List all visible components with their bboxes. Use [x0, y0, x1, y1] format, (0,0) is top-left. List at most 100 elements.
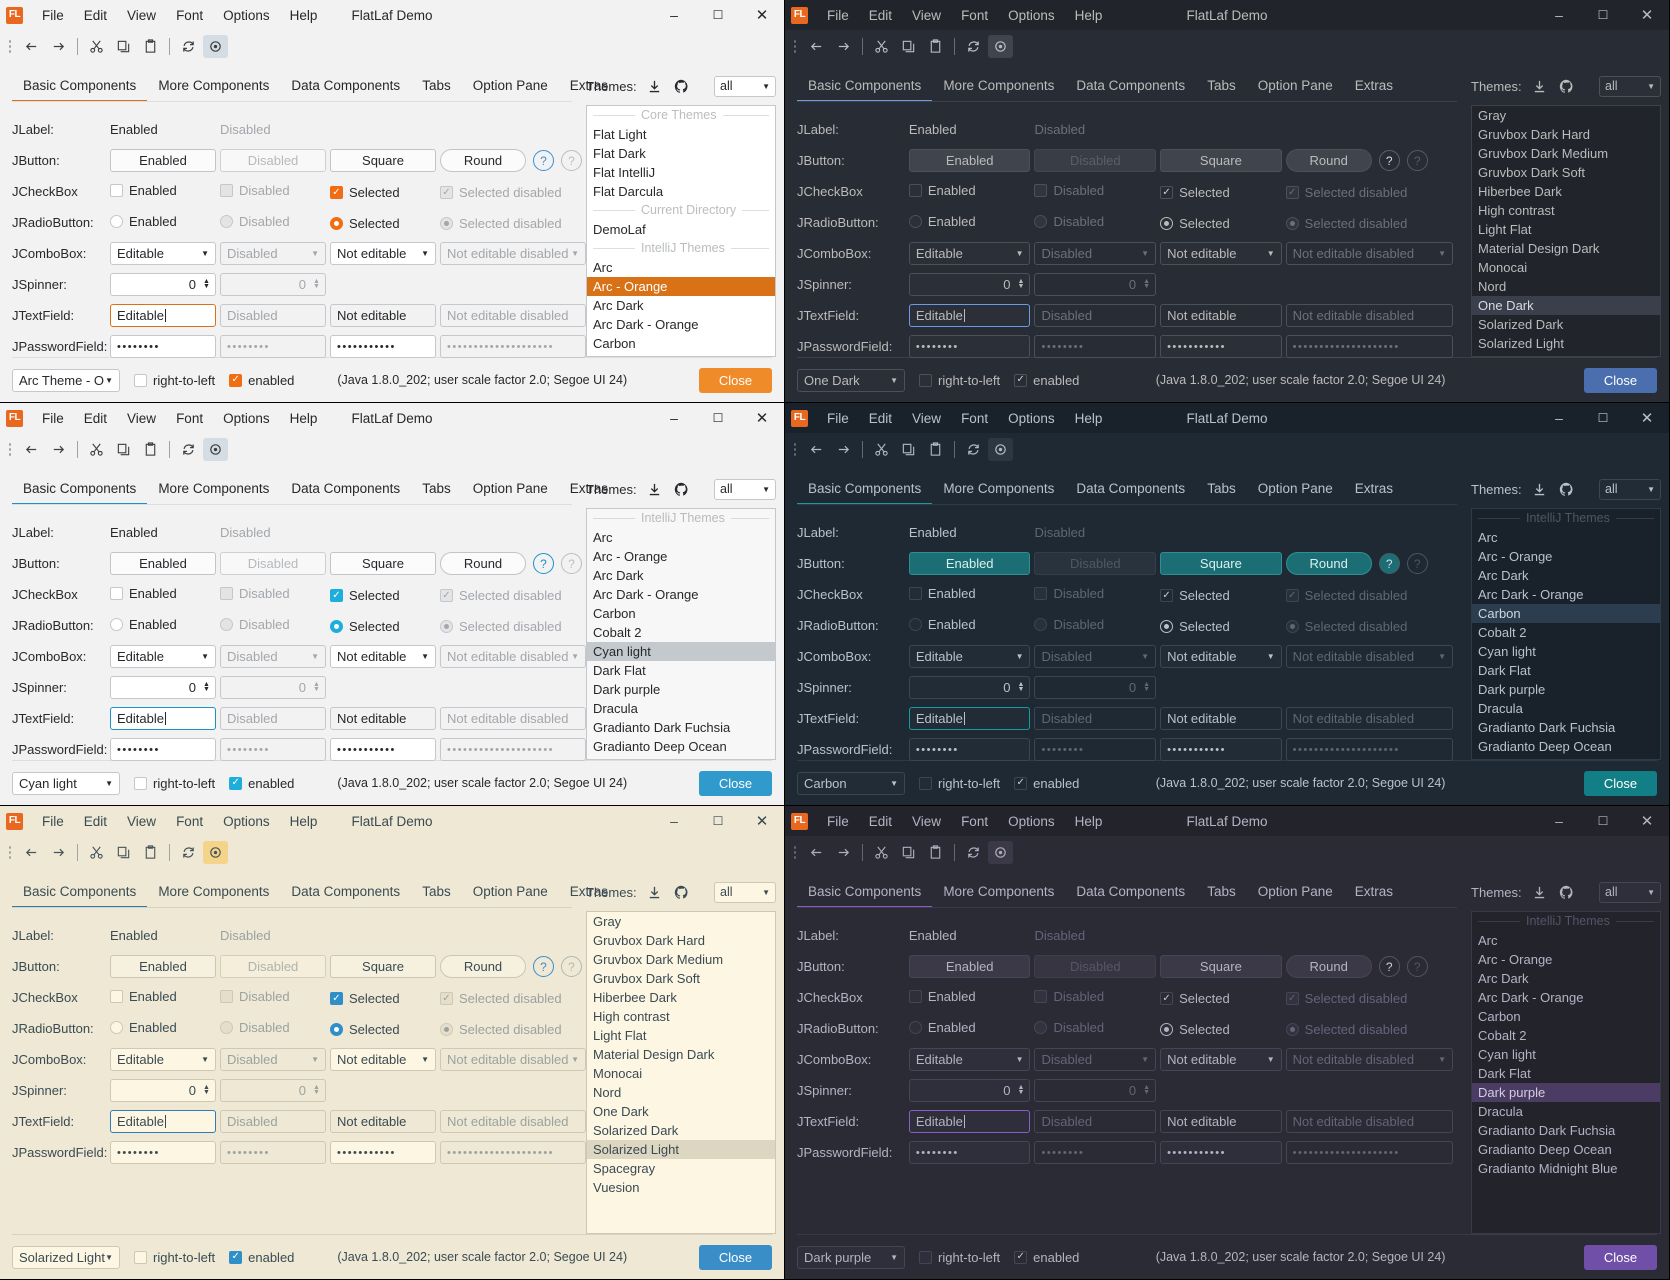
checkbox-box[interactable]	[919, 776, 932, 790]
menu-item-options[interactable]: Options	[1008, 813, 1055, 829]
github-icon[interactable]	[673, 480, 691, 498]
theme-list-item[interactable]: Gray	[1478, 108, 1507, 123]
maximize-icon[interactable]: ☐	[712, 8, 724, 22]
refresh-icon[interactable]	[961, 438, 986, 461]
enabled-button[interactable]: Enabled	[908, 149, 1031, 172]
menu-item-font[interactable]: Font	[961, 410, 989, 426]
spinner[interactable]: 0 ▲ ▼	[908, 676, 1031, 699]
menu-item-font[interactable]: Font	[176, 813, 204, 829]
refresh-icon[interactable]	[961, 35, 986, 58]
tab-tabs[interactable]: Tabs	[422, 78, 451, 93]
square-button[interactable]: Square	[1160, 552, 1282, 575]
theme-list-item[interactable]: Arc Dark	[1478, 971, 1529, 986]
close-button[interactable]: Close	[699, 367, 772, 393]
theme-list-item[interactable]: Monocai	[1478, 260, 1528, 275]
themes-filter-combobox[interactable]: all ▼	[714, 881, 776, 903]
passwordfield[interactable]: •••••••••••	[1160, 738, 1282, 761]
back-arrow-icon[interactable]	[19, 841, 44, 864]
enabled-checkbox[interactable]: ✓ enabled	[1014, 373, 1079, 388]
forward-arrow-icon[interactable]	[831, 841, 856, 864]
textfield-editable[interactable]: Editable	[908, 1110, 1031, 1133]
theme-list-item[interactable]: Vuesion	[593, 1180, 640, 1195]
theme-list-item[interactable]: Gruvbox Dark Hard	[593, 933, 705, 948]
menu-item-help[interactable]: Help	[1074, 410, 1103, 426]
spinner[interactable]: 0 ▲ ▼	[908, 1079, 1031, 1102]
passwordfield[interactable]: •••••••••••	[330, 335, 436, 358]
menu-item-view[interactable]: View	[127, 410, 157, 426]
textfield-editable[interactable]: Editable	[110, 1110, 216, 1133]
themes-list[interactable]: IntelliJ Themes Arc Arc - Orange Arc Dark Ar…	[586, 508, 776, 760]
tab-tabs[interactable]: Tabs	[422, 884, 451, 899]
theme-list-item[interactable]: Arc	[593, 260, 613, 275]
refresh-icon[interactable]	[961, 841, 986, 864]
download-icon[interactable]	[646, 77, 664, 95]
refresh-icon[interactable]	[176, 438, 201, 461]
passwordfield[interactable]: •••••••••••	[1160, 335, 1282, 358]
theme-list-item[interactable]: Gradianto Midnight Blue	[587, 756, 775, 759]
radio-button[interactable]	[1160, 620, 1174, 633]
theme-list-item[interactable]: Gruvbox Dark Medium	[593, 952, 724, 967]
paste-icon[interactable]	[138, 438, 163, 461]
minimize-icon[interactable]: –	[1555, 410, 1563, 426]
toolbar-grip[interactable]	[8, 38, 13, 55]
menu-item-file[interactable]: File	[42, 410, 64, 426]
forward-arrow-icon[interactable]	[46, 438, 71, 461]
round-button[interactable]: Round	[1285, 149, 1372, 172]
menu-item-edit[interactable]: Edit	[868, 410, 893, 426]
enabled-button[interactable]: Enabled	[110, 149, 216, 172]
tab-option-pane[interactable]: Option Pane	[472, 78, 548, 93]
radio-button[interactable]	[330, 217, 343, 230]
theme-list-item[interactable]: Arc Dark	[593, 568, 644, 583]
help-button[interactable]: ?	[533, 956, 554, 977]
passwordfield[interactable]: ••••••••	[110, 335, 216, 358]
forward-arrow-icon[interactable]	[831, 35, 856, 58]
theme-list-item[interactable]: Flat Dark	[593, 146, 646, 161]
menu-item-font[interactable]: Font	[961, 813, 989, 829]
enabled-checkbox[interactable]: ✓ enabled	[229, 776, 294, 791]
menu-item-edit[interactable]: Edit	[868, 813, 893, 829]
theme-list-item[interactable]: Arc Dark	[1478, 568, 1529, 583]
cut-icon[interactable]	[84, 438, 109, 461]
menu-item-font[interactable]: Font	[961, 7, 989, 23]
tab-extras[interactable]: Extras	[1354, 481, 1394, 496]
round-button[interactable]: Round	[440, 955, 526, 978]
download-icon[interactable]	[646, 480, 664, 498]
theme-list-item[interactable]: Arc Dark - Orange	[593, 317, 699, 332]
theme-list-item[interactable]: Solarized Light	[587, 1140, 775, 1159]
enabled-button[interactable]: Enabled	[110, 955, 216, 978]
cut-icon[interactable]	[869, 438, 894, 461]
textfield-not-editable[interactable]: Not editable	[1160, 1110, 1282, 1133]
radio-button[interactable]	[908, 215, 922, 228]
theme-list-item[interactable]: Arc - Orange	[587, 277, 775, 296]
menu-item-view[interactable]: View	[912, 813, 942, 829]
enabled-checkbox[interactable]: ✓ enabled	[1014, 1250, 1079, 1265]
menu-item-view[interactable]: View	[127, 813, 157, 829]
back-arrow-icon[interactable]	[804, 841, 829, 864]
right-to-left-checkbox[interactable]: right-to-left	[134, 776, 215, 791]
radio-button[interactable]	[110, 618, 123, 631]
theme-list-item[interactable]: High contrast	[593, 1009, 670, 1024]
theme-list-item[interactable]: One Dark	[1472, 296, 1660, 315]
github-icon[interactable]	[1558, 480, 1576, 498]
tab-option-pane[interactable]: Option Pane	[1257, 78, 1333, 93]
toolbar-grip[interactable]	[8, 844, 13, 861]
maximize-icon[interactable]: ☐	[712, 814, 724, 828]
menu-item-file[interactable]: File	[42, 7, 64, 23]
spinner-arrows-icon[interactable]: ▲ ▼	[1017, 1084, 1025, 1096]
theme-list-item[interactable]: Gradianto Dark Fuchsia	[593, 720, 731, 735]
theme-list-item[interactable]: Arc	[1478, 530, 1498, 545]
theme-list-item[interactable]: Cyan light	[1478, 644, 1536, 659]
textfield-editable[interactable]: Editable	[110, 707, 216, 730]
close-icon[interactable]: ✕	[1640, 410, 1654, 427]
tab-more-components[interactable]: More Components	[943, 78, 1055, 93]
passwordfield[interactable]: ••••••••	[110, 738, 216, 761]
preview-icon[interactable]	[988, 841, 1013, 864]
help-button[interactable]: ?	[533, 150, 554, 171]
combobox[interactable]: Not editable ▼	[330, 645, 436, 668]
copy-icon[interactable]	[896, 438, 921, 461]
theme-combobox[interactable]: Arc Theme - O.. ▼	[12, 368, 120, 392]
checkbox-box[interactable]	[919, 1250, 932, 1264]
close-button[interactable]: Close	[1583, 367, 1657, 393]
spinner-arrows-icon[interactable]: ▲ ▼	[203, 278, 210, 290]
round-button[interactable]: Round	[440, 149, 526, 172]
